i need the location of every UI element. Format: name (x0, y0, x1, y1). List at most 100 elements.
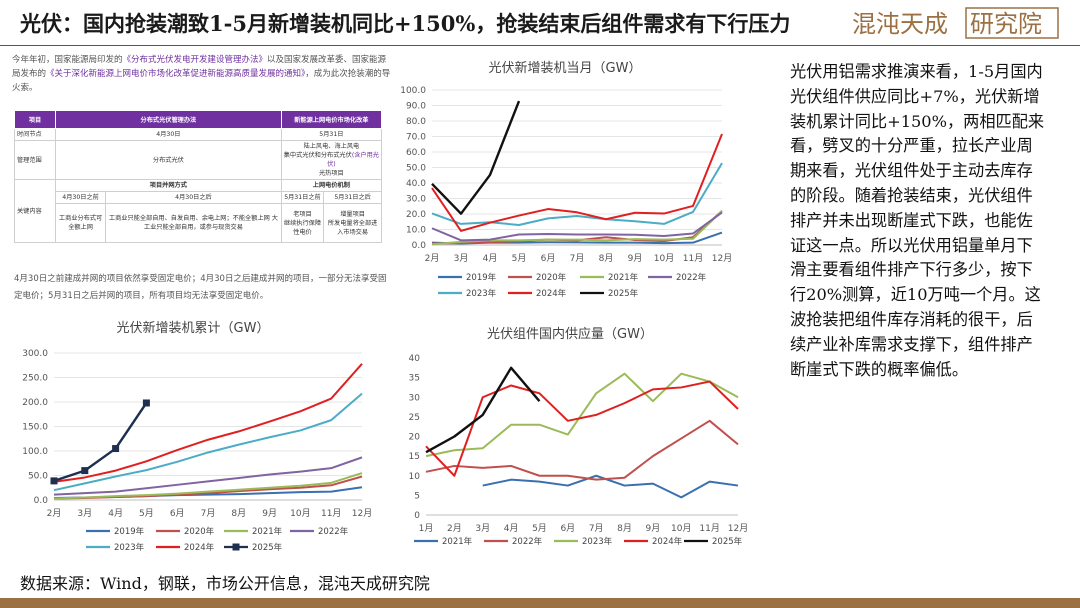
legend-label: 2023年 (114, 542, 145, 553)
intro-text: 以及国家发展改革委、国家能源局发布的 (12, 55, 387, 79)
y-tick-label: 20.0 (406, 210, 426, 220)
legend-label: 2022年 (318, 526, 349, 537)
table-cell: 5月31日 (280, 128, 383, 141)
svg-text:混沌天成: 混沌天成 (852, 10, 948, 38)
cell-title: 增量项目 (340, 210, 365, 218)
intro-paragraph: 今年年初，国家能源局印发的《分布式光伏发电开发建设管理办法》以及国家发展改革委、… (12, 53, 392, 95)
x-tick-label: 3月 (475, 523, 490, 534)
x-tick-label: 11月 (321, 508, 341, 519)
y-tick-label: 300.0 (22, 349, 48, 359)
scope-note: (含户用光伏) (327, 152, 379, 168)
data-point (142, 399, 150, 407)
chart-title: 光伏新增装机当月（GW） (489, 60, 642, 76)
x-tick-label: 2月 (447, 523, 462, 534)
data-point (112, 445, 120, 453)
x-tick-label: 7月 (570, 253, 585, 264)
y-tick-label: 50.0 (28, 472, 48, 482)
series-line (425, 372, 739, 458)
y-tick-label: 100.0 (22, 447, 48, 457)
row-label: 关键内容 (14, 179, 56, 243)
y-tick-label: 0 (414, 511, 420, 521)
chart-title: 光伏新增装机累计（GW） (117, 320, 270, 336)
policy-link-2: 《关于深化新能源上网电价市场化改革促进新能源高质量发展的通知》 (46, 69, 306, 79)
x-tick-label: 4月 (483, 253, 498, 264)
table-cell: 工商业只能全部自用、自发自用、余电上网；不能全额上网 大工业只能全部自用，或参与… (105, 203, 282, 243)
footer-bar (0, 598, 1080, 608)
series-line (431, 133, 723, 232)
intro-text: 今年年初，国家能源局印发的 (12, 55, 123, 65)
x-tick-label: 4月 (504, 523, 519, 534)
series-line (53, 363, 363, 483)
svg-text:研究院: 研究院 (970, 10, 1042, 38)
x-tick-label: 8月 (231, 508, 246, 519)
row-label: 时间节点 (14, 128, 56, 141)
page-title: 光伏：国内抢装潮致1-5月新增装机同比+150%，抢装结束后组件需求有下行压力 (20, 11, 791, 36)
legend-label: 2020年 (536, 272, 567, 283)
y-tick-label: 40.0 (406, 179, 426, 189)
series-line (53, 456, 363, 496)
legend-label: 2022年 (676, 272, 707, 283)
x-tick-label: 5月 (139, 508, 154, 519)
header-divider (0, 45, 1080, 46)
table-cell: 老项目 继续执行保障性电价 (280, 203, 325, 243)
table-cell: 分布式光伏 (55, 140, 282, 180)
data-point (81, 467, 89, 475)
cell-text: 继续执行保障性电价 (283, 219, 322, 236)
x-tick-label: 11月 (699, 523, 719, 534)
series-line (425, 366, 541, 454)
table-subheader: 上网电价机制 (280, 179, 383, 192)
cell-text: 所发电量将全部进入市场交易 (327, 219, 378, 236)
y-tick-label: 90.0 (406, 102, 426, 112)
policy-footnote: 4月30日之前建成并网的项目依然享受固定电价；4月30日之后建成并网的项目，一部… (14, 274, 387, 301)
data-source: 数据来源：Wind，钢联，市场公开信息，混沌天成研究院 (20, 574, 430, 593)
legend-label: 2019年 (114, 526, 145, 537)
legend-label: 2025年 (252, 542, 283, 553)
scope-line: 光热项目 (318, 170, 344, 177)
series-line (431, 210, 723, 246)
y-tick-label: 0.0 (412, 241, 427, 251)
data-point (50, 477, 58, 485)
x-tick-label: 9月 (628, 253, 643, 264)
y-tick-label: 30.0 (406, 195, 426, 205)
legend-label: 2024年 (536, 288, 567, 299)
y-tick-label: 40 (409, 354, 421, 364)
y-tick-label: 50.0 (406, 164, 426, 174)
x-tick-label: 8月 (617, 523, 632, 534)
x-tick-label: 10月 (654, 253, 674, 264)
y-tick-label: 10.0 (406, 226, 426, 236)
y-tick-label: 5 (414, 491, 420, 501)
x-tick-label: 5月 (532, 523, 547, 534)
y-tick-label: 80.0 (406, 117, 426, 127)
x-tick-label: 3月 (454, 253, 469, 264)
table-header: 新能源上网电价市场化改革 (280, 110, 383, 129)
y-tick-label: 60.0 (406, 148, 426, 158)
policy-link-1: 《分布式光伏发电开发建设管理办法》 (122, 55, 268, 65)
x-tick-label: 12月 (712, 253, 732, 264)
legend-label: 2025年 (608, 288, 639, 299)
table-cell: 4月30日之前 (54, 191, 107, 204)
legend-label: 2021年 (252, 526, 283, 537)
legend-label: 2024年 (652, 536, 683, 547)
legend-marker (232, 543, 240, 551)
series-line (53, 402, 148, 483)
x-tick-label: 7月 (201, 508, 216, 519)
table-cell: 4月30日 (55, 128, 282, 141)
legend-label: 2023年 (582, 536, 613, 547)
chart-monthly-installs: 光伏新增装机当月（GW） 0.0 10.0 20.0 30.0 40.0 50.0 60.0 7… (400, 60, 732, 299)
table-subheader: 项目并网方式 (55, 179, 282, 192)
chart-cumulative-installs: 光伏新增装机累计（GW） 0.0 50.0 100.0 150.0 200.0 250.0 3… (22, 320, 372, 553)
series-line (431, 100, 521, 215)
x-tick-label: 1月 (419, 523, 434, 534)
y-tick-label: 10 (409, 472, 421, 482)
brand-logo: 混沌天成 研究院 (852, 7, 1059, 39)
legend-label: 2019年 (466, 272, 497, 283)
chart-title: 光伏组件国内供应量（GW） (487, 326, 653, 342)
x-tick-label: 7月 (589, 523, 604, 534)
y-tick-label: 150.0 (22, 423, 48, 433)
legend-label: 2022年 (512, 536, 543, 547)
x-tick-label: 12月 (352, 508, 372, 519)
x-tick-label: 6月 (170, 508, 185, 519)
scope-line: 陆上风电、海上风电 (303, 143, 360, 150)
legend-label: 2021年 (442, 536, 473, 547)
policy-table: 项目 分布式光伏管理办法 新能源上网电价市场化改革 时间节点 4月30日 5月3… (14, 110, 383, 243)
